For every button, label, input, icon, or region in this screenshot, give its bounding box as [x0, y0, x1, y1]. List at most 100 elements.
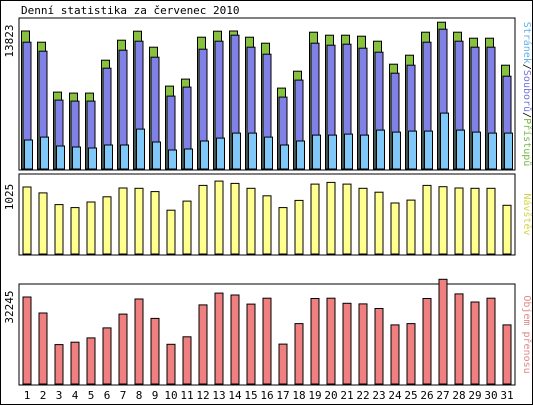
bar-traffic-day-30 — [486, 297, 496, 385]
bar-pages-day-14 — [232, 132, 241, 170]
bar-visits-day-29 — [470, 187, 480, 255]
day-label-13: 13 — [212, 389, 225, 402]
day-label-23: 23 — [372, 389, 385, 402]
bar-visits-day-7 — [118, 187, 128, 255]
bar-pages-day-11 — [184, 148, 193, 170]
bar-traffic-day-15 — [246, 303, 256, 385]
day-label-19: 19 — [308, 389, 321, 402]
bar-visits-day-13 — [214, 180, 224, 255]
day-label-31: 31 — [500, 389, 513, 402]
bar-pages-day-24 — [392, 131, 401, 170]
day-label-22: 22 — [356, 389, 369, 402]
bar-pages-day-8 — [136, 128, 145, 170]
bar-pages-day-19 — [312, 134, 321, 170]
day-label-3: 3 — [56, 389, 63, 402]
bar-traffic-day-1 — [22, 296, 32, 385]
bar-pages-day-6 — [104, 144, 113, 170]
bar-visits-day-5 — [86, 201, 96, 255]
bar-visits-day-10 — [166, 209, 176, 255]
day-label-4: 4 — [72, 389, 79, 402]
legend-visits: Návštěv — [521, 193, 532, 235]
bar-traffic-day-19 — [310, 298, 320, 385]
day-label-26: 26 — [420, 389, 433, 402]
bar-visits-day-9 — [150, 191, 160, 255]
bar-visits-day-24 — [390, 202, 400, 255]
bar-pages-day-22 — [360, 134, 369, 170]
bar-traffic-day-6 — [102, 327, 112, 385]
bar-traffic-day-27 — [438, 278, 448, 385]
bar-traffic-day-20 — [326, 297, 336, 385]
series-traffic — [22, 278, 512, 385]
bar-visits-day-4 — [70, 207, 80, 255]
bar-pages-day-20 — [328, 134, 337, 170]
legend-entry-pages: Stránek — [521, 22, 532, 64]
day-label-27: 27 — [436, 389, 449, 402]
bar-pages-day-30 — [488, 132, 497, 170]
bar-pages-day-10 — [168, 149, 177, 170]
bar-traffic-day-12 — [198, 304, 208, 385]
bar-visits-day-2 — [38, 192, 48, 255]
bar-pages-day-4 — [72, 146, 81, 170]
bar-traffic-day-22 — [358, 303, 368, 385]
bar-pages-day-3 — [56, 145, 65, 170]
x-axis-day-labels: 1 2 3 4 5 6 7 8 9 10 11 12 13 14 15 16 17 18 19 20 21 22 23 24 2… — [24, 389, 514, 402]
day-label-17: 17 — [276, 389, 289, 402]
series-files — [22, 28, 512, 170]
bar-traffic-day-14 — [230, 294, 240, 385]
day-label-28: 28 — [452, 389, 465, 402]
day-label-24: 24 — [388, 389, 402, 402]
legend-separator: / — [521, 112, 532, 118]
legend-entry-hits: Přístupů — [521, 118, 532, 166]
day-label-8: 8 — [136, 389, 143, 402]
bar-visits-day-23 — [374, 191, 384, 255]
bar-visits-day-12 — [198, 184, 208, 255]
day-label-29: 29 — [468, 389, 481, 402]
bar-visits-day-6 — [102, 196, 112, 255]
bar-pages-day-1 — [24, 139, 33, 170]
bar-traffic-day-8 — [134, 298, 144, 385]
day-label-6: 6 — [104, 389, 111, 402]
bar-visits-day-3 — [54, 204, 64, 255]
day-label-2: 2 — [40, 389, 47, 402]
day-label-25: 25 — [404, 389, 417, 402]
bar-pages-day-26 — [424, 130, 433, 170]
bar-visits-day-17 — [278, 207, 288, 255]
bar-pages-day-21 — [344, 133, 353, 170]
bar-traffic-day-29 — [470, 301, 480, 385]
bar-visits-day-11 — [182, 200, 192, 255]
bar-traffic-day-28 — [454, 293, 464, 385]
bar-pages-day-12 — [200, 140, 209, 170]
bar-visits-day-21 — [342, 183, 352, 255]
max-value-label-visits: 1025 — [3, 184, 16, 211]
bar-pages-day-16 — [264, 136, 273, 170]
bar-pages-day-5 — [88, 147, 97, 170]
day-label-16: 16 — [260, 389, 273, 402]
series-visits — [22, 180, 512, 255]
bar-visits-day-27 — [438, 186, 448, 255]
bar-traffic-day-2 — [38, 312, 48, 385]
bar-traffic-day-3 — [54, 344, 64, 385]
bar-visits-day-16 — [262, 195, 272, 255]
panel-traffic: 32245 Objem přenosu — [3, 278, 532, 386]
panel-requests: 13823 Stránek/Souborů/Přístupů — [3, 17, 532, 171]
max-value-label-requests: 13823 — [3, 24, 16, 57]
max-value-label-traffic: 32245 — [3, 290, 16, 323]
bar-visits-day-15 — [246, 187, 256, 255]
day-label-10: 10 — [164, 389, 177, 402]
bar-pages-day-29 — [472, 131, 481, 170]
bar-traffic-day-16 — [262, 297, 272, 385]
bar-traffic-day-11 — [182, 336, 192, 385]
bar-visits-day-8 — [134, 187, 144, 255]
bar-pages-day-2 — [40, 136, 49, 170]
series-pages — [24, 112, 513, 170]
day-label-14: 14 — [228, 389, 242, 402]
panel-visits: 1025 Návštěv — [3, 173, 532, 256]
bar-traffic-day-31 — [502, 324, 512, 385]
legend-traffic: Objem přenosu — [521, 295, 532, 373]
bar-visits-day-18 — [294, 199, 304, 255]
bar-pages-day-18 — [296, 140, 305, 170]
legend-entry-visits: Návštěv — [521, 193, 532, 235]
day-label-5: 5 — [88, 389, 95, 402]
bar-traffic-day-9 — [150, 317, 160, 385]
